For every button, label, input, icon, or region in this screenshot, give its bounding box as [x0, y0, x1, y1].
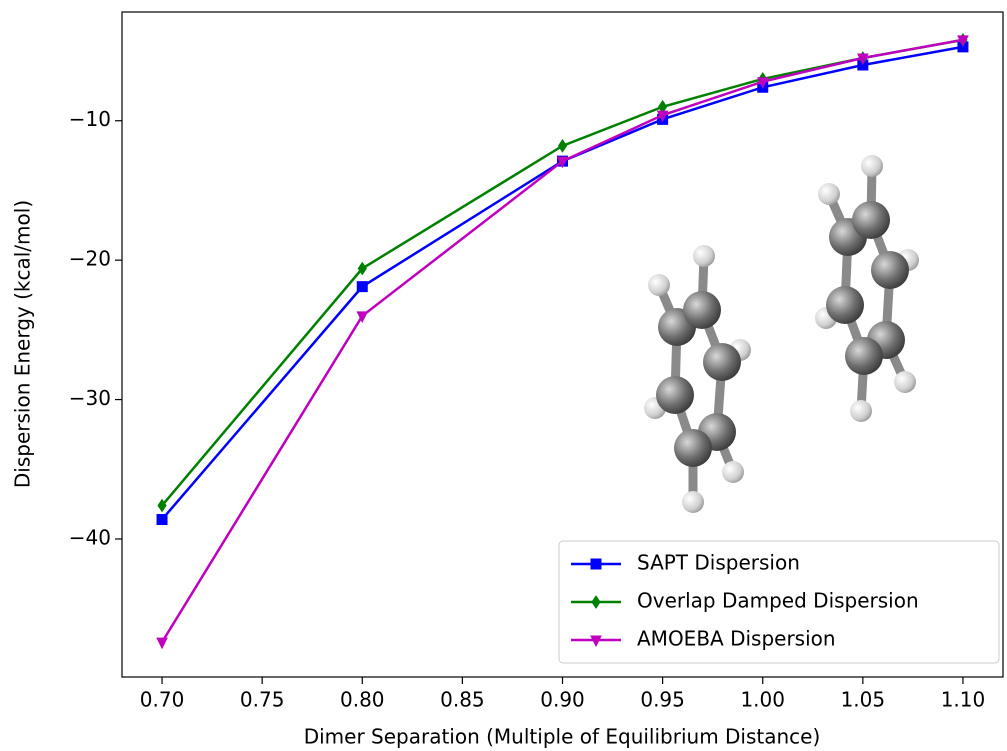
legend: SAPT Dispersion Overlap Damped Dispersion… [558, 540, 1000, 664]
x-tick-label: 0.70 [140, 688, 185, 712]
marker [356, 281, 368, 293]
marker [957, 35, 969, 48]
marker [556, 156, 569, 169]
x-tick-label: 1.10 [941, 688, 986, 712]
marker [357, 261, 367, 276]
x-tick-label: 1.05 [841, 688, 886, 712]
x-tick-label: 0.90 [540, 688, 585, 712]
plot-frame [121, 11, 1004, 678]
molecule-illustration [644, 155, 919, 513]
x-tick-label: 0.75 [240, 688, 285, 712]
marker [356, 311, 369, 324]
y-tick-label: −30 [69, 386, 111, 410]
marker [156, 637, 168, 650]
y-tick-label: −10 [69, 107, 111, 131]
y-axis-label: Dispersion Energy (kcal/mol) [11, 200, 35, 488]
marker [590, 558, 602, 570]
legend-label: Overlap Damped Dispersion [637, 589, 919, 613]
marker [557, 138, 568, 153]
atoms [644, 155, 919, 513]
marker [756, 77, 769, 89]
marker [591, 595, 601, 609]
y-tick-label: −40 [69, 525, 111, 549]
marker [156, 513, 168, 525]
marker [857, 53, 869, 66]
legend-box [558, 540, 1000, 664]
legend-label: AMOEBA Dispersion [637, 627, 836, 651]
marker [157, 498, 167, 513]
x-tick-label: 0.85 [440, 688, 485, 712]
x-axis-label: Dimer Separation (Multiple of Equilibriu… [304, 725, 821, 749]
x-tick-label: 0.80 [340, 688, 385, 712]
x-tick-label: 0.95 [640, 688, 685, 712]
y-tick-label: −20 [69, 247, 111, 271]
x-tick-label: 1.00 [740, 688, 785, 712]
marker [590, 635, 602, 648]
legend-label: SAPT Dispersion [637, 551, 800, 575]
marker [656, 110, 669, 123]
